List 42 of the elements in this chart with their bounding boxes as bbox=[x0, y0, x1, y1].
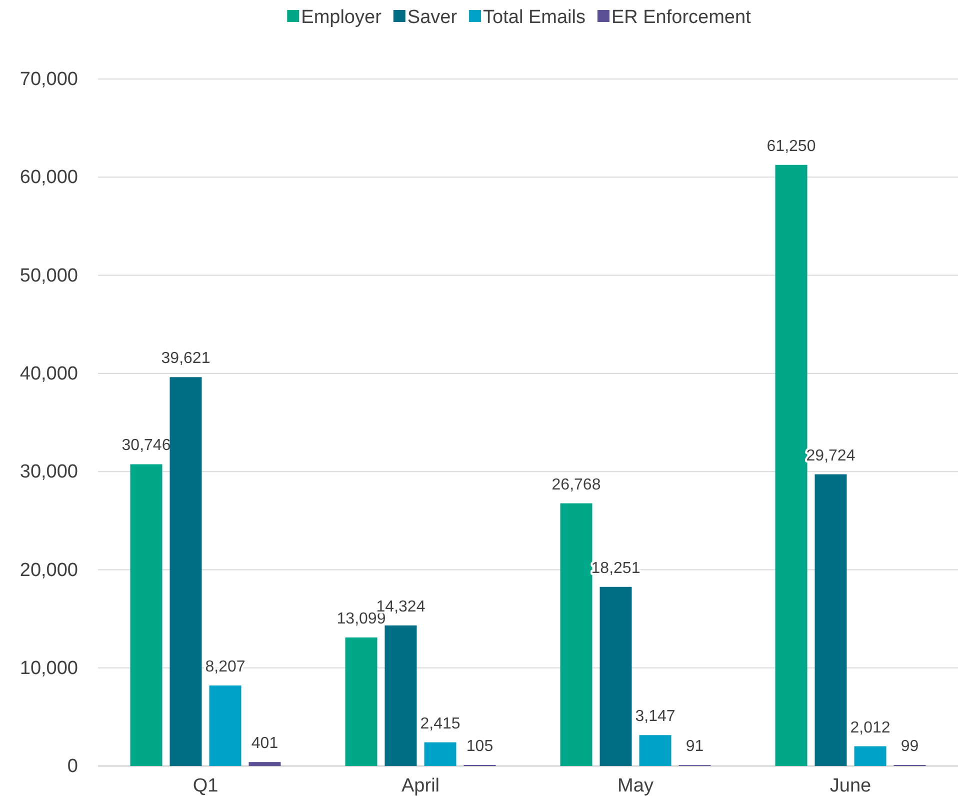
data-label: 401 bbox=[251, 735, 278, 752]
bar bbox=[424, 742, 456, 766]
data-label: 39,621 bbox=[161, 350, 210, 368]
bar bbox=[384, 625, 417, 766]
x-tick-label: June bbox=[830, 775, 872, 796]
data-label: 61,250 bbox=[766, 138, 816, 155]
x-tick-label: Q1 bbox=[192, 775, 218, 796]
x-tick-label: April bbox=[401, 775, 440, 796]
data-label: 105 bbox=[466, 738, 494, 755]
y-tick-label: 60,000 bbox=[20, 167, 78, 188]
legend-label: Total Emails bbox=[483, 7, 586, 28]
data-label: 8,207 bbox=[205, 658, 246, 676]
bar bbox=[130, 464, 162, 766]
bar bbox=[639, 735, 672, 766]
y-tick-label: 50,000 bbox=[20, 265, 78, 286]
y-tick-label: 70,000 bbox=[20, 69, 78, 90]
x-tick-label: May bbox=[618, 775, 654, 796]
bar bbox=[170, 377, 202, 766]
data-label: 91 bbox=[686, 738, 704, 756]
bar bbox=[775, 164, 808, 766]
data-label: 3,147 bbox=[635, 708, 676, 726]
data-label: 99 bbox=[900, 738, 919, 756]
legend-label: ER Enforcement bbox=[611, 7, 752, 28]
data-label: 26,768 bbox=[552, 476, 601, 494]
y-tick-label: 10,000 bbox=[20, 658, 78, 679]
data-label: 13,099 bbox=[336, 610, 386, 628]
bar bbox=[248, 762, 281, 766]
y-tick-label: 30,000 bbox=[20, 462, 78, 483]
bar bbox=[209, 685, 242, 766]
bar bbox=[814, 474, 847, 766]
bar bbox=[600, 586, 632, 766]
data-label: 2,012 bbox=[850, 719, 890, 736]
y-tick-label: 0 bbox=[67, 756, 78, 778]
bar bbox=[854, 746, 886, 766]
data-label: 2,415 bbox=[420, 715, 460, 732]
y-tick-label: 20,000 bbox=[20, 560, 78, 581]
data-label: 18,251 bbox=[591, 560, 640, 577]
bar bbox=[560, 503, 592, 766]
bar bbox=[345, 637, 378, 766]
y-tick-label: 40,000 bbox=[20, 364, 78, 385]
legend-label: Saver bbox=[407, 7, 458, 28]
legend-label: Employer bbox=[301, 7, 382, 28]
